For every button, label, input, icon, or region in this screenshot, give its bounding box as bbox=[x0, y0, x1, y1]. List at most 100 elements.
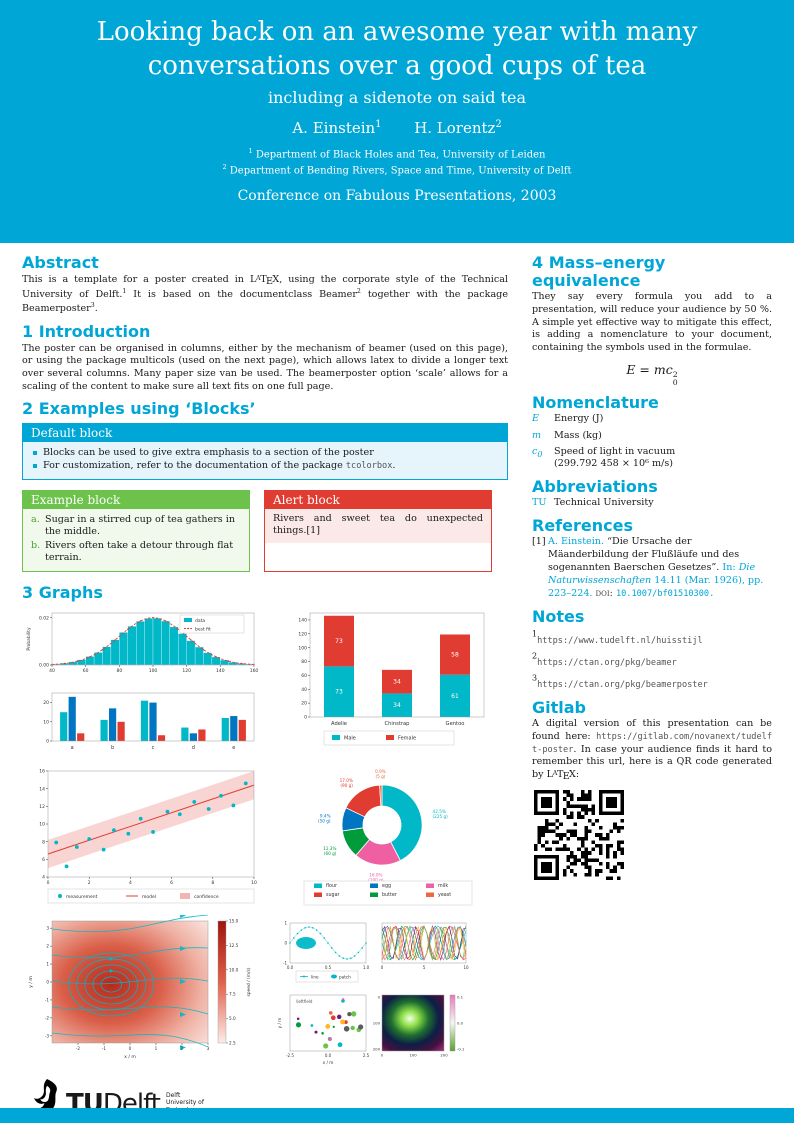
note-url[interactable]: https://ctan.org/pkg/beamerposter bbox=[537, 679, 708, 690]
default-block-item: For customization, refer to the document… bbox=[33, 460, 499, 472]
svg-text:12.5: 12.5 bbox=[229, 943, 239, 948]
svg-text:0: 0 bbox=[304, 715, 307, 721]
small-multiples-chart: 0.0 0.5 1.0 -1 0 1 line patch 0 5 10 \leftfield -2.5… bbox=[277, 921, 469, 1066]
svg-text:yeast: yeast bbox=[438, 892, 451, 898]
svg-text:x / m: x / m bbox=[323, 1060, 334, 1065]
svg-text:(5 g): (5 g) bbox=[375, 774, 385, 779]
svg-text:b: b bbox=[111, 745, 114, 751]
footer-bar bbox=[0, 1108, 794, 1123]
abbreviations-heading: Abbreviations bbox=[532, 476, 658, 496]
poster-body: Abstract This is a template for a poster… bbox=[0, 243, 794, 1117]
svg-text:-1: -1 bbox=[45, 998, 50, 1003]
svg-text:42.5%: 42.5% bbox=[433, 809, 446, 814]
svg-text:0.0: 0.0 bbox=[287, 965, 294, 970]
mass-energy-formula: E = mc 2 0 bbox=[626, 362, 678, 387]
svg-text:1.0: 1.0 bbox=[363, 965, 370, 970]
svg-text:-2.5: -2.5 bbox=[286, 1053, 294, 1058]
poster-title: Looking back on an awesome year with man… bbox=[96, 17, 698, 81]
graphs-heading: 3 Graphs bbox=[22, 582, 103, 602]
svg-text:-2: -2 bbox=[76, 1046, 81, 1051]
affiliation: 1 Department of Black Holes and Tea, Uni… bbox=[248, 146, 546, 160]
svg-text:60: 60 bbox=[301, 673, 307, 679]
svg-text:d: d bbox=[192, 745, 195, 751]
svg-text:1: 1 bbox=[155, 1046, 158, 1051]
abstract-heading: Abstract bbox=[22, 253, 99, 272]
url-link[interactable]: https://gitlab.com/novanext/tudelft-post… bbox=[532, 731, 772, 755]
poster-header: Looking back on an awesome year with man… bbox=[0, 0, 794, 243]
svg-text:0: 0 bbox=[47, 880, 50, 886]
doi-link[interactable]: 10.1007/bf01510300. bbox=[615, 589, 715, 600]
svg-text:58: 58 bbox=[451, 652, 459, 659]
svg-text:100: 100 bbox=[149, 668, 158, 674]
svg-text:y / m: y / m bbox=[28, 976, 34, 988]
svg-text:15.0: 15.0 bbox=[229, 919, 239, 924]
svg-text:\leftfield: \leftfield bbox=[296, 999, 313, 1004]
nomenclature-heading: Nomenclature bbox=[532, 392, 659, 412]
alert-block-text: Rivers and sweet tea do unexpected thing… bbox=[265, 508, 491, 543]
svg-text:4: 4 bbox=[129, 880, 132, 886]
svg-text:34: 34 bbox=[393, 679, 401, 686]
svg-text:12: 12 bbox=[39, 804, 45, 810]
histogram-chart: 40 60 80 100 120 140 160 0.00 0.02 Probability dat… bbox=[26, 613, 259, 674]
svg-text:16.0%: 16.0% bbox=[369, 873, 382, 878]
example-block: Example block a. Sugar in a stirred cup … bbox=[22, 489, 250, 572]
svg-text:10: 10 bbox=[251, 880, 257, 886]
abbreviation-row: TU Technical University bbox=[532, 497, 654, 509]
introduction-heading: 1 Introduction bbox=[22, 322, 151, 342]
svg-text:10: 10 bbox=[39, 822, 45, 828]
donut-chart: 42.5%(225 g)16.0%(100 g)11.3%(60 g)9.4%(… bbox=[303, 769, 473, 906]
svg-text:5: 5 bbox=[423, 965, 426, 970]
svg-text:Adelie: Adelie bbox=[331, 721, 347, 727]
svg-text:140: 140 bbox=[298, 618, 307, 624]
svg-text:(100 g): (100 g) bbox=[368, 878, 384, 883]
default-block-item: Blocks can be used to give extra emphasi… bbox=[33, 447, 499, 459]
svg-text:1: 1 bbox=[46, 962, 49, 967]
example-item: b. Rivers often take a detour through fl… bbox=[31, 539, 234, 564]
flame-icon bbox=[34, 1079, 57, 1114]
svg-text:0.00: 0.00 bbox=[39, 663, 49, 669]
svg-text:11.3%: 11.3% bbox=[323, 846, 336, 851]
examples-heading: 2 Examples using ‘Blocks’ bbox=[22, 399, 256, 419]
stacked-bar-chart: 73 73 Adelie 34 34 Chinstrap 61 58 Gentoo 0 20 40 60… bbox=[298, 613, 485, 746]
svg-text:10.0: 10.0 bbox=[229, 968, 239, 973]
svg-text:10: 10 bbox=[43, 720, 49, 726]
mass-energy-heading: 4 Mass–energy equivalence bbox=[532, 253, 666, 290]
svg-text:73: 73 bbox=[335, 689, 343, 696]
conference-line: Conference on Fabulous Presentations, 20… bbox=[237, 188, 557, 205]
notes-heading: Notes bbox=[532, 607, 585, 627]
svg-text:40: 40 bbox=[49, 668, 55, 674]
svg-text:6: 6 bbox=[170, 880, 173, 886]
svg-text:4: 4 bbox=[42, 875, 45, 881]
svg-text:60: 60 bbox=[83, 668, 89, 674]
abstract-text: This is a template for a poster created … bbox=[22, 273, 508, 315]
left-column: Abstract This is a template for a poster… bbox=[22, 247, 508, 1117]
svg-text:0.1: 0.1 bbox=[457, 995, 464, 1000]
svg-text:200: 200 bbox=[440, 1053, 448, 1058]
note-url[interactable]: https://ctan.org/pkg/beamer bbox=[537, 657, 677, 668]
qr-code bbox=[534, 789, 772, 884]
svg-text:speed / (m/s): speed / (m/s) bbox=[246, 967, 252, 996]
svg-text:0.02: 0.02 bbox=[39, 616, 49, 622]
svg-text:(225 g): (225 g) bbox=[433, 814, 449, 819]
graphs-grid: 40 60 80 100 120 140 160 0.00 0.02 Probability dat… bbox=[22, 605, 508, 1071]
svg-text:0: 0 bbox=[46, 739, 49, 745]
svg-text:-0.1: -0.1 bbox=[457, 1047, 465, 1052]
svg-text:3: 3 bbox=[46, 926, 49, 931]
svg-text:0.0: 0.0 bbox=[457, 1021, 464, 1026]
default-block-title: Default block bbox=[23, 423, 507, 442]
svg-text:5.0: 5.0 bbox=[229, 1016, 236, 1021]
svg-text:9.4%: 9.4% bbox=[320, 814, 331, 819]
svg-text:61: 61 bbox=[451, 693, 459, 700]
svg-text:best fit: best fit bbox=[195, 627, 211, 633]
svg-text:(90 g): (90 g) bbox=[340, 783, 353, 788]
svg-text:0: 0 bbox=[284, 941, 287, 946]
qr-code-image bbox=[534, 789, 624, 880]
svg-text:160: 160 bbox=[250, 668, 259, 674]
svg-text:3: 3 bbox=[207, 1046, 210, 1051]
svg-text:Probability: Probability bbox=[26, 627, 32, 651]
poster-subtitle: including a sidenote on said tea bbox=[267, 87, 527, 107]
note-url[interactable]: https://www.tudelft.nl/huisstijl bbox=[537, 635, 703, 646]
svg-text:Male: Male bbox=[344, 736, 356, 742]
svg-text:200: 200 bbox=[373, 1047, 381, 1052]
svg-text:100: 100 bbox=[409, 1053, 417, 1058]
